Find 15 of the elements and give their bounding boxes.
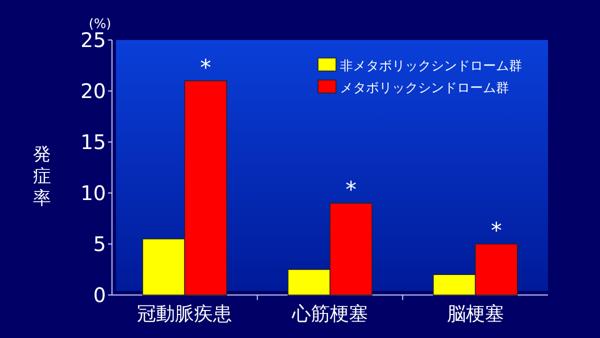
y-tick-label: 10 [80, 181, 106, 205]
annotation: * [200, 56, 212, 81]
legend-label: 非メタボリックシンドローム群 [340, 59, 522, 74]
legend-label: メタボリックシンドローム群 [340, 81, 509, 96]
annotation: * [346, 178, 356, 204]
x-tick-label: 脳梗塞 [446, 303, 504, 325]
x-tick-label: 冠動脈疾患 [137, 303, 232, 325]
annotation: * [490, 219, 502, 244]
y-tick-label: 5 [93, 232, 106, 256]
y-tick-label: 0 [93, 283, 106, 307]
ylabel: 発症率 [33, 144, 51, 209]
text: (%) [88, 17, 112, 32]
x-tick-label: 心筋梗塞 [292, 303, 368, 325]
y-tick-label: 15 [80, 130, 106, 154]
y-tick-label: 20 [80, 79, 106, 103]
